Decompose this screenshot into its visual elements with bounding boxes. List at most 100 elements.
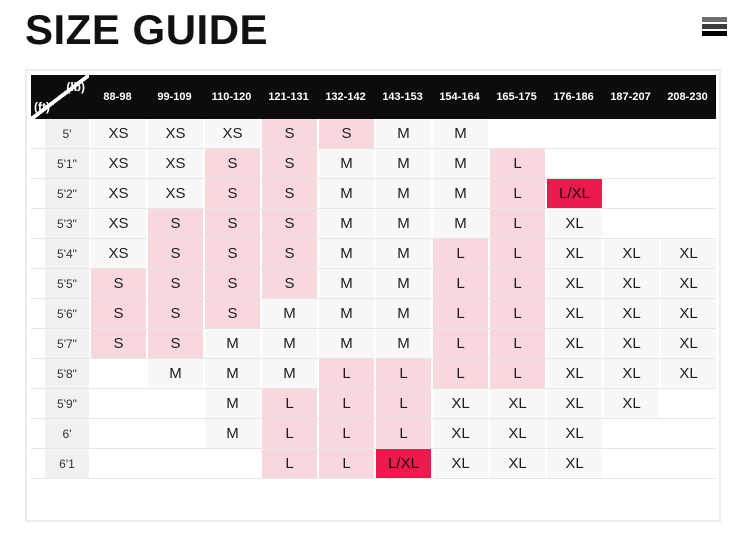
size-cell[interactable]: S xyxy=(203,299,260,328)
size-cell[interactable]: XS xyxy=(146,119,203,148)
size-cell[interactable]: M xyxy=(203,419,260,448)
size-cell[interactable]: L xyxy=(317,419,374,448)
size-cell[interactable]: M xyxy=(146,359,203,388)
size-cell[interactable]: XL xyxy=(659,329,716,358)
size-cell[interactable]: M xyxy=(431,209,488,238)
hamburger-menu-icon[interactable] xyxy=(702,17,727,36)
size-cell[interactable]: M xyxy=(317,209,374,238)
size-cell[interactable]: XS xyxy=(89,179,146,208)
size-cell[interactable]: S xyxy=(146,329,203,358)
size-cell[interactable]: M xyxy=(203,389,260,418)
size-cell[interactable]: S xyxy=(89,269,146,298)
size-cell[interactable]: XS xyxy=(89,119,146,148)
size-cell[interactable]: M xyxy=(260,359,317,388)
size-cell[interactable]: L xyxy=(431,359,488,388)
size-cell[interactable]: XL xyxy=(545,419,602,448)
size-cell[interactable]: S xyxy=(146,299,203,328)
size-cell[interactable]: XL xyxy=(602,389,659,418)
size-cell-selected[interactable]: L/XL xyxy=(545,179,602,208)
size-cell[interactable]: S xyxy=(260,239,317,268)
size-cell[interactable]: L xyxy=(431,269,488,298)
size-cell[interactable]: XL xyxy=(659,299,716,328)
size-cell[interactable]: L xyxy=(374,359,431,388)
size-cell-selected[interactable]: L/XL xyxy=(374,449,431,478)
size-cell[interactable]: XL xyxy=(659,239,716,268)
size-cell[interactable]: M xyxy=(260,299,317,328)
size-cell[interactable]: L xyxy=(488,179,545,208)
size-cell[interactable]: L xyxy=(431,239,488,268)
size-cell[interactable]: M xyxy=(374,179,431,208)
size-cell[interactable]: XL xyxy=(545,449,602,478)
size-cell[interactable]: XL xyxy=(602,269,659,298)
size-cell[interactable]: S xyxy=(146,239,203,268)
size-cell[interactable]: XL xyxy=(602,359,659,388)
size-cell[interactable]: XL xyxy=(659,269,716,298)
size-cell[interactable]: XL xyxy=(488,389,545,418)
size-cell[interactable]: XL xyxy=(545,239,602,268)
size-cell[interactable]: XL xyxy=(659,359,716,388)
size-cell[interactable]: XL xyxy=(602,239,659,268)
size-cell[interactable]: L xyxy=(488,209,545,238)
size-cell[interactable]: M xyxy=(203,329,260,358)
size-cell[interactable]: M xyxy=(260,329,317,358)
size-cell[interactable]: XL xyxy=(545,389,602,418)
size-cell[interactable]: XL xyxy=(602,329,659,358)
size-cell[interactable]: XS xyxy=(146,179,203,208)
size-cell[interactable]: XS xyxy=(146,149,203,178)
size-cell[interactable]: XL xyxy=(431,389,488,418)
size-cell[interactable]: M xyxy=(317,179,374,208)
size-cell[interactable]: L xyxy=(374,389,431,418)
size-cell[interactable]: M xyxy=(374,299,431,328)
size-cell[interactable]: M xyxy=(317,269,374,298)
size-cell[interactable]: XL xyxy=(602,299,659,328)
size-cell[interactable]: M xyxy=(431,119,488,148)
size-cell[interactable]: L xyxy=(488,329,545,358)
size-cell[interactable]: XL xyxy=(545,269,602,298)
size-cell[interactable]: XS xyxy=(89,149,146,178)
size-cell[interactable]: M xyxy=(374,209,431,238)
size-cell[interactable]: S xyxy=(317,119,374,148)
size-cell[interactable]: S xyxy=(89,329,146,358)
size-cell[interactable]: XL xyxy=(545,329,602,358)
size-cell[interactable]: L xyxy=(260,389,317,418)
size-cell[interactable]: M xyxy=(317,329,374,358)
size-cell[interactable]: L xyxy=(488,269,545,298)
size-cell[interactable]: L xyxy=(260,419,317,448)
size-cell[interactable]: XS xyxy=(89,209,146,238)
size-cell[interactable]: XL xyxy=(431,419,488,448)
size-cell[interactable]: XL xyxy=(488,449,545,478)
size-cell[interactable]: L xyxy=(431,299,488,328)
size-cell[interactable]: L xyxy=(488,299,545,328)
size-cell[interactable]: M xyxy=(431,149,488,178)
size-cell[interactable]: L xyxy=(317,359,374,388)
size-cell[interactable]: M xyxy=(317,149,374,178)
size-cell[interactable]: L xyxy=(488,239,545,268)
size-cell[interactable]: XL xyxy=(431,449,488,478)
size-cell[interactable]: M xyxy=(374,329,431,358)
size-cell[interactable]: XL xyxy=(545,209,602,238)
size-cell[interactable]: L xyxy=(317,449,374,478)
size-cell[interactable]: M xyxy=(374,269,431,298)
size-cell[interactable]: L xyxy=(488,359,545,388)
size-cell[interactable]: S xyxy=(203,179,260,208)
size-cell[interactable]: L xyxy=(374,419,431,448)
size-cell[interactable]: L xyxy=(488,149,545,178)
size-cell[interactable]: S xyxy=(203,209,260,238)
size-cell[interactable]: S xyxy=(260,179,317,208)
size-cell[interactable]: L xyxy=(317,389,374,418)
size-cell[interactable]: XS xyxy=(89,239,146,268)
size-cell[interactable]: S xyxy=(89,299,146,328)
size-cell[interactable]: M xyxy=(374,239,431,268)
size-cell[interactable]: M xyxy=(317,299,374,328)
size-cell[interactable]: XL xyxy=(545,359,602,388)
size-cell[interactable]: M xyxy=(374,149,431,178)
size-cell[interactable]: XS xyxy=(203,119,260,148)
size-cell[interactable]: M xyxy=(203,359,260,388)
size-cell[interactable]: S xyxy=(203,239,260,268)
size-cell[interactable]: S xyxy=(203,149,260,178)
size-cell[interactable]: M xyxy=(374,119,431,148)
size-cell[interactable]: S xyxy=(146,209,203,238)
size-cell[interactable]: M xyxy=(431,179,488,208)
size-cell[interactable]: S xyxy=(203,269,260,298)
size-cell[interactable]: S xyxy=(260,119,317,148)
